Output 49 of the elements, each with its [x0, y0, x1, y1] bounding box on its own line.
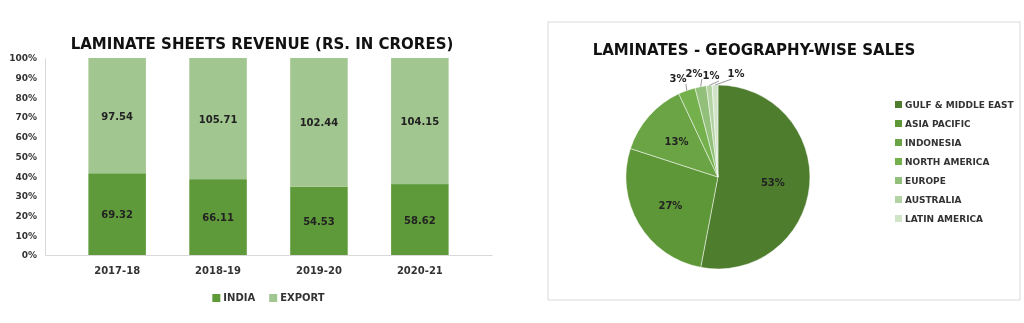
- annotation: 69.32: [101, 209, 133, 221]
- chart-title: LAMINATES - GEOGRAPHY-WISE SALES: [592, 41, 916, 59]
- data-label: 1%: [727, 68, 745, 79]
- annotation: 102.44: [299, 117, 339, 129]
- annotation: 54.53: [303, 215, 335, 227]
- x-tick-label: 2019-20: [296, 265, 342, 277]
- x-tick-label: 2018-19: [195, 265, 242, 277]
- legend-label: INDONESIA: [905, 138, 962, 148]
- legend-label: EUROPE: [905, 176, 946, 186]
- y-tick-label: 50%: [15, 151, 37, 162]
- legend-label: NORTH AMERICA: [905, 157, 990, 167]
- legend-label: GULF & MIDDLE EAST: [905, 100, 1015, 110]
- y-tick-label: 40%: [15, 171, 37, 182]
- bar: [290, 186, 348, 255]
- bar: [391, 58, 449, 185]
- y-tick-label: 60%: [15, 132, 37, 143]
- data-label: 1%: [702, 70, 720, 81]
- y-tick-label: 80%: [15, 92, 37, 103]
- y-tick-label: 20%: [15, 210, 37, 221]
- x-tick-label: 2017-18: [94, 265, 141, 277]
- legend-label: AUSTRALIA: [905, 195, 962, 205]
- legend-label: ASIA PACIFIC: [905, 119, 972, 129]
- bar: [88, 58, 146, 174]
- data-label: 13%: [664, 135, 689, 147]
- y-tick-label: 90%: [15, 73, 37, 84]
- y-tick-label: 30%: [15, 191, 37, 202]
- data-label: 27%: [658, 200, 683, 212]
- bar: [290, 58, 348, 187]
- bar: [391, 184, 449, 255]
- legend-label: INDIA: [223, 292, 256, 303]
- data-label: 3%: [669, 73, 687, 84]
- annotation: 66.11: [202, 212, 234, 224]
- y-tick-label: 0%: [21, 250, 37, 261]
- data-label: 53%: [760, 177, 785, 189]
- y-tick-label: 10%: [15, 230, 37, 241]
- annotation: 105.71: [198, 113, 238, 125]
- legend-label: EXPORT: [280, 292, 325, 303]
- x-tick-label: 2020-21: [396, 265, 443, 277]
- legend-label: LATIN AMERICA: [905, 214, 984, 224]
- annotation: 104.15: [400, 116, 440, 128]
- bar: [88, 173, 146, 255]
- chart-title: LAMINATE SHEETS REVENUE (RS. IN CRORES): [70, 35, 454, 53]
- data-label: 2%: [685, 68, 703, 79]
- y-tick-label: 70%: [15, 112, 37, 123]
- annotation: 58.62: [404, 214, 436, 226]
- y-tick-label: 100%: [9, 53, 37, 64]
- bar: [189, 179, 247, 255]
- bar: [189, 58, 247, 180]
- annotation: 97.54: [101, 110, 133, 122]
